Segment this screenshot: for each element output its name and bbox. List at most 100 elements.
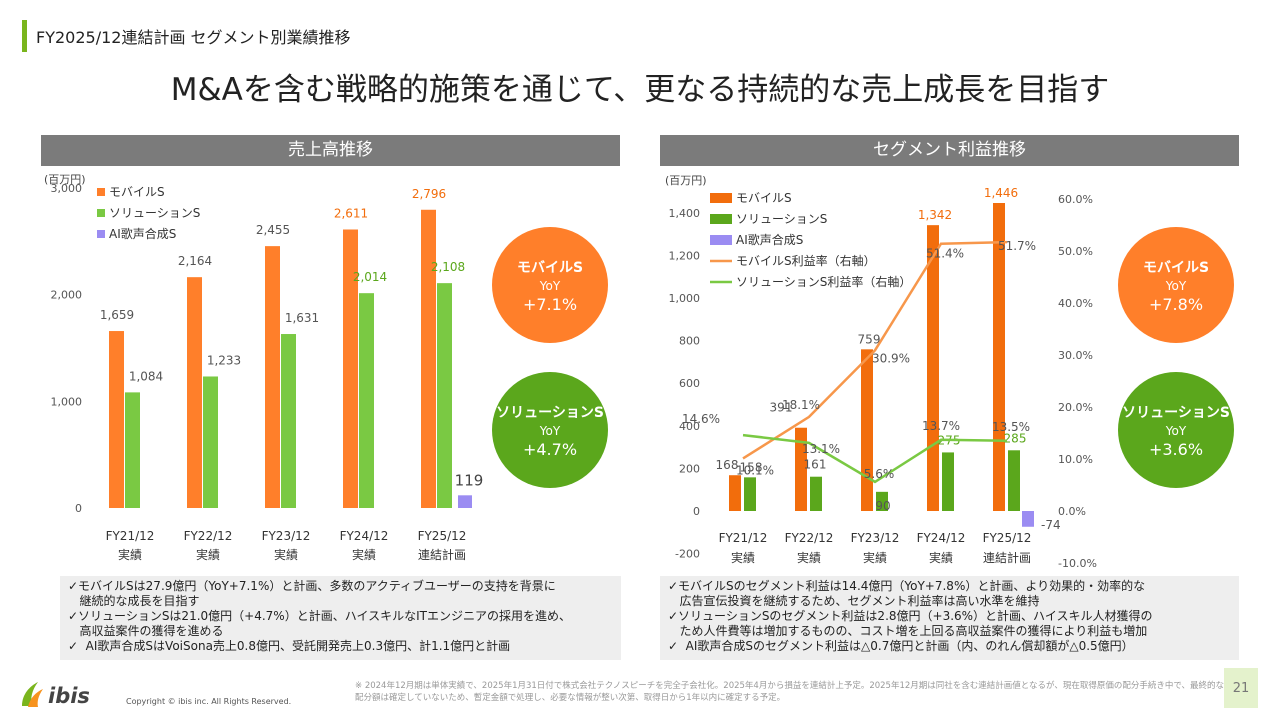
bar-solution: [281, 334, 296, 508]
line-label-solution: 13.1%: [802, 442, 840, 456]
bar-label-mobile: 1,342: [918, 208, 952, 222]
badge-yoy-value: +3.6%: [1148, 439, 1204, 459]
line-label-mobile: 51.7%: [998, 239, 1036, 253]
y2-tick-label: 0.0%: [1058, 505, 1086, 518]
y2-tick-label: -10.0%: [1058, 557, 1097, 568]
x-tick-label: FY24/12: [917, 531, 966, 545]
x-tick-label: 連結計画: [418, 547, 466, 562]
bar-mobile: [187, 277, 202, 508]
bar-mobile: [927, 225, 939, 511]
bar-label-mobile: 2,796: [412, 187, 446, 201]
x-tick-label: FY23/12: [262, 529, 311, 543]
y-tick-label: 800: [679, 335, 700, 348]
y2-tick-label: 30.0%: [1058, 349, 1093, 362]
line-label-solution: 13.5%: [992, 420, 1030, 434]
line-label-mobile: 10.1%: [736, 463, 774, 477]
logo-text: ibis: [48, 684, 90, 708]
legend-swatch: [97, 209, 105, 217]
bar-mobile: [265, 246, 280, 508]
y-tick-label: 1,000: [669, 292, 701, 305]
bar-solution: [744, 477, 756, 511]
x-tick-label: 連結計画: [983, 550, 1031, 565]
y2-tick-label: 20.0%: [1058, 401, 1093, 414]
line-label-solution: 5.6%: [864, 467, 895, 481]
bar-solution: [942, 452, 954, 511]
legend-label: ソリューションS利益率（右軸）: [736, 274, 911, 289]
bar-label-mobile: 168: [716, 458, 739, 472]
bar-label-solution: 1,233: [207, 353, 241, 367]
x-tick-label: 実績: [797, 550, 821, 565]
bar-label-solution: 2,108: [431, 260, 465, 274]
sales-panel-header: 売上高推移: [41, 135, 620, 166]
note-line: ✓モバイルSのセグメント利益は14.4億円（YoY+7.8%）と計画、より効果的…: [668, 579, 1146, 593]
profit-panel-header: セグメント利益推移: [660, 135, 1239, 166]
footnote: ※ 2024年12月期は単体実績で、2025年1月31日付で株式会社テクノスピー…: [355, 681, 1225, 703]
x-tick-label: FY23/12: [851, 531, 900, 545]
bar-mobile: [795, 427, 807, 511]
legend-swatch: [710, 235, 732, 245]
badge-yoy-value: +7.1%: [522, 294, 578, 314]
bar-label-ai: -74: [1041, 518, 1061, 532]
badge-name: モバイルS: [516, 259, 584, 276]
y2-tick-label: 40.0%: [1058, 297, 1093, 310]
bar-label-mobile: 2,455: [256, 223, 290, 237]
bar-label-solution: 90: [875, 499, 890, 513]
profit-solution-yoy-badge: ソリューションS YoY +3.6%: [1118, 372, 1234, 488]
badge-yoy-label: YoY: [539, 278, 561, 293]
legend-swatch: [710, 214, 732, 224]
bar-label-ai: 119: [455, 471, 484, 489]
line-label-mobile: 18.1%: [782, 398, 820, 412]
line-solution-margin: [742, 433, 1008, 484]
bar-solution: [203, 376, 218, 508]
bar-label-mobile: 2,164: [178, 254, 212, 268]
bar-label-solution: 161: [804, 458, 827, 472]
bar-mobile: [343, 229, 358, 508]
bar-label-solution: 285: [1004, 431, 1027, 445]
bar-mobile: [993, 203, 1005, 511]
badge-yoy-label: YoY: [1165, 278, 1187, 293]
sales-solution-yoy-badge: ソリューションS YoY +4.7%: [492, 372, 608, 488]
header-accent-bar: [22, 20, 27, 52]
note-line: ✓ソリューションSのセグメント利益は2.8億円（+3.6%）と計画、ハイスキル人…: [668, 609, 1153, 623]
x-tick-label: 実績: [274, 547, 298, 562]
legend-label: AI歌声合成S: [736, 232, 803, 247]
bar-label-mobile: 759: [858, 332, 881, 346]
bar-label-solution: 1,084: [129, 369, 163, 383]
x-tick-label: FY22/12: [184, 529, 233, 543]
badge-yoy-value: +7.8%: [1148, 294, 1204, 314]
bar-mobile: [861, 349, 873, 511]
x-tick-label: FY21/12: [106, 529, 155, 543]
legend-swatch: [97, 188, 105, 196]
bar-mobile: [421, 209, 436, 508]
bar-label-solution: 2,014: [353, 270, 387, 284]
note-line: 広告宣伝投資を継続するため、セグメント利益率は高い水準を維持: [668, 594, 1040, 608]
line-label-mobile: 51.4%: [926, 247, 964, 261]
bar-mobile: [109, 331, 124, 508]
profit-notes: ✓モバイルSのセグメント利益は14.4億円（YoY+7.8%）と計画、より効果的…: [660, 576, 1239, 660]
legend-label: AI歌声合成S: [109, 226, 176, 241]
y-tick-label: 1,000: [51, 395, 83, 408]
legend-label: ソリューションS: [109, 206, 200, 220]
y2-tick-label: 60.0%: [1058, 193, 1093, 206]
note-line: ため人件費等は増加するものの、コスト増を上回る高収益案件の獲得により利益も増加: [668, 624, 1148, 638]
bar-solution: [810, 476, 822, 511]
x-tick-label: FY22/12: [785, 531, 834, 545]
x-tick-label: 実績: [352, 547, 376, 562]
bar-label-mobile: 2,611: [334, 206, 368, 220]
y-tick-label: 400: [679, 420, 700, 433]
copyright: Copyright © ibis inc. All Rights Reserve…: [126, 697, 292, 706]
line-mobile-margin: [742, 240, 1008, 460]
bar-solution: [359, 293, 374, 508]
profit-chart: (百万円) -200 0 200 400 600 800 1,000 1,200 1,400 -10…: [665, 174, 1097, 568]
x-tick-label: 実績: [929, 550, 953, 565]
profit-mobile-yoy-badge: モバイルS YoY +7.8%: [1118, 227, 1234, 343]
page-headline: M&Aを含む戦略的施策を通じて、更なる持続的な売上成長を目指す: [170, 72, 1110, 108]
bar-label-mobile: 391: [770, 401, 793, 415]
x-tick-label: 実績: [731, 550, 755, 565]
legend-swatch: [710, 193, 732, 203]
note-line: ✓ソリューションSは21.0億円（+4.7%）と計画、ハイスキルなITエンジニア…: [68, 609, 571, 623]
legend-swatch: [97, 230, 105, 238]
legend-label: モバイルS利益率（右軸）: [736, 253, 876, 268]
x-tick-label: 実績: [863, 550, 887, 565]
y-tick-label: 0: [693, 505, 700, 518]
